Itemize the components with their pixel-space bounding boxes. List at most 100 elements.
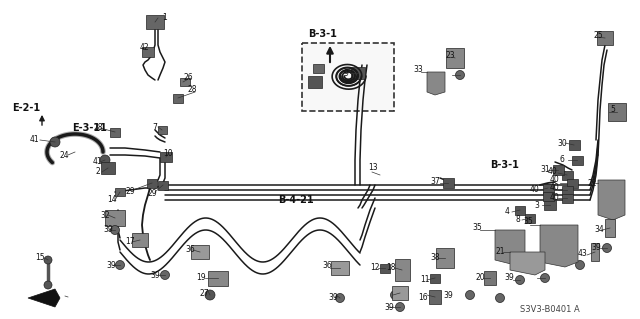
Circle shape (541, 273, 550, 283)
Bar (110, 128, 120, 137)
Text: 35: 35 (472, 224, 482, 233)
Text: 12: 12 (370, 263, 380, 272)
Circle shape (390, 291, 399, 300)
Text: 15: 15 (35, 254, 45, 263)
Text: 40: 40 (550, 192, 560, 202)
Text: 38: 38 (430, 254, 440, 263)
Bar (572, 155, 582, 165)
Text: 39: 39 (384, 302, 394, 311)
Circle shape (396, 302, 404, 311)
Text: 20: 20 (476, 273, 486, 283)
Text: 9: 9 (343, 69, 348, 78)
Text: 39: 39 (106, 261, 116, 270)
Bar (132, 233, 148, 247)
Bar (436, 248, 454, 268)
Text: 40: 40 (550, 175, 560, 184)
Bar (484, 271, 496, 285)
Bar (380, 263, 390, 272)
Circle shape (205, 290, 215, 300)
Polygon shape (540, 225, 578, 267)
Text: 40: 40 (548, 167, 557, 176)
Text: 40: 40 (550, 183, 560, 192)
Bar (561, 194, 573, 203)
Bar (191, 245, 209, 259)
Text: 5: 5 (610, 106, 615, 115)
Bar (430, 273, 440, 283)
Bar (429, 290, 441, 304)
Text: 39: 39 (443, 291, 452, 300)
Bar (597, 31, 613, 45)
Bar (568, 140, 579, 150)
Text: 40: 40 (530, 186, 540, 195)
Bar (331, 261, 349, 275)
Text: 36: 36 (185, 246, 195, 255)
Circle shape (44, 256, 52, 264)
Bar (544, 200, 556, 210)
Bar (446, 48, 464, 68)
Circle shape (335, 293, 344, 302)
Bar (173, 93, 183, 102)
Circle shape (50, 137, 60, 147)
Text: 42: 42 (140, 43, 150, 53)
Text: 35: 35 (523, 218, 532, 226)
Text: 10: 10 (163, 149, 173, 158)
Circle shape (575, 261, 584, 270)
Text: 25: 25 (593, 31, 603, 40)
Text: 37: 37 (430, 176, 440, 186)
Bar (605, 219, 615, 237)
Polygon shape (598, 180, 625, 220)
Text: 41: 41 (93, 158, 102, 167)
Text: B-3-1: B-3-1 (490, 160, 519, 170)
Bar (442, 178, 454, 188)
Text: 22: 22 (587, 179, 596, 188)
Text: 6: 6 (560, 155, 565, 165)
Bar (566, 179, 577, 188)
Bar (308, 76, 322, 88)
Circle shape (515, 276, 525, 285)
Text: 23: 23 (445, 50, 454, 60)
Polygon shape (495, 230, 525, 265)
Bar (146, 15, 164, 29)
Text: 8: 8 (515, 216, 520, 225)
Text: 13: 13 (368, 164, 378, 173)
Text: B-4-21: B-4-21 (278, 195, 314, 205)
Bar (208, 271, 228, 286)
Bar (515, 205, 525, 214)
Circle shape (44, 281, 52, 289)
Circle shape (111, 226, 120, 234)
Text: 29: 29 (125, 187, 134, 196)
Text: FR.: FR. (63, 300, 81, 310)
Bar (394, 259, 410, 281)
Bar (160, 152, 172, 162)
Bar (142, 47, 154, 57)
Text: E-2-1: E-2-1 (12, 103, 40, 113)
Text: 3: 3 (534, 201, 539, 210)
Text: B-3-1: B-3-1 (308, 29, 337, 39)
Text: 39: 39 (591, 243, 601, 253)
Text: 30: 30 (557, 138, 567, 147)
Text: 33: 33 (413, 65, 423, 75)
Polygon shape (28, 289, 60, 307)
Circle shape (602, 243, 611, 253)
Text: 7: 7 (152, 122, 157, 131)
Text: 41: 41 (30, 136, 40, 145)
Circle shape (100, 155, 110, 165)
Bar (147, 179, 157, 188)
Bar (525, 213, 535, 222)
Bar (561, 186, 573, 195)
Text: 31: 31 (540, 166, 550, 174)
Text: 36: 36 (322, 262, 332, 271)
FancyBboxPatch shape (302, 43, 394, 111)
Text: S3V3-B0401 A: S3V3-B0401 A (520, 306, 580, 315)
Polygon shape (427, 72, 445, 95)
Text: 2: 2 (96, 167, 100, 176)
Bar (105, 210, 125, 226)
Bar (101, 162, 115, 174)
Text: 11: 11 (420, 275, 429, 284)
Text: 1: 1 (162, 12, 167, 21)
Bar (561, 170, 573, 180)
Circle shape (161, 271, 170, 279)
Polygon shape (510, 252, 545, 275)
Bar (312, 63, 323, 72)
Text: 18: 18 (386, 263, 396, 272)
